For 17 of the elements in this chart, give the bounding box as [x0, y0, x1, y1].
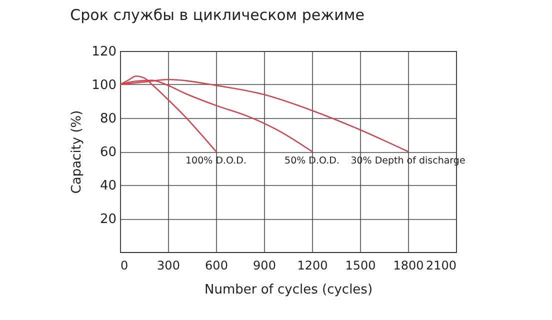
y-tick-label: 40 [100, 178, 116, 194]
x-tick-label: 0 [120, 258, 128, 272]
y-tick-label: 120 [92, 44, 116, 60]
x-tick-label: 1500 [345, 258, 376, 272]
y-axis-title: Capacity (%) [70, 110, 85, 194]
x-axis-title: Number of cycles (cycles) [204, 282, 373, 298]
x-tick-label: 1800 [393, 258, 424, 272]
y-tick-label: 20 [100, 212, 116, 227]
x-tick-label: 2100 [426, 258, 456, 272]
x-tick-label: 600 [205, 258, 228, 272]
chart-title: Срок службы в циклическом режиме [70, 6, 364, 24]
x-tick-label: 900 [253, 258, 276, 272]
y-tick-label: 100 [92, 78, 116, 93]
y-tick-label: 60 [100, 145, 116, 160]
y-tick-label: 80 [100, 112, 116, 126]
x-tick-label: 1200 [297, 258, 328, 272]
x-tick-label: 300 [157, 258, 180, 272]
